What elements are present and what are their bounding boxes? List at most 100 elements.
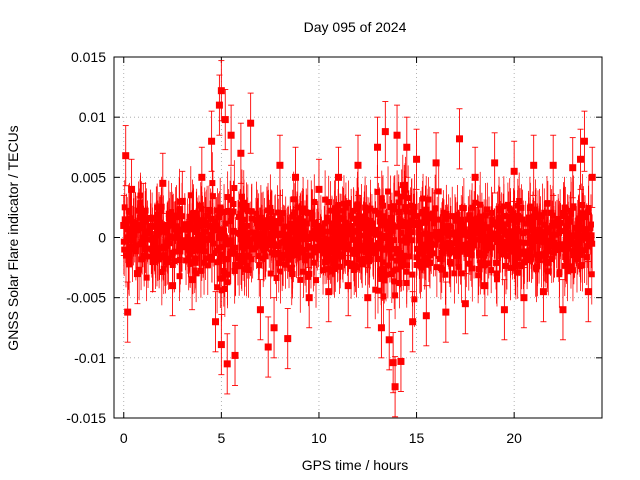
noise-point	[133, 242, 140, 249]
noise-point	[198, 205, 205, 212]
noise-point	[209, 180, 216, 187]
noise-point	[227, 218, 234, 225]
noise-point	[432, 241, 439, 248]
data-point	[539, 288, 547, 296]
data-point	[169, 282, 177, 290]
noise-point	[186, 241, 193, 248]
noise-point	[359, 261, 366, 268]
x-tick-label: 20	[506, 430, 522, 446]
noise-point	[579, 212, 586, 219]
noise-point	[419, 250, 426, 257]
noise-point	[400, 237, 407, 244]
noise-point	[538, 252, 545, 259]
noise-point	[290, 196, 297, 203]
noise-point	[333, 221, 340, 228]
noise-point	[469, 221, 476, 228]
data-point	[577, 155, 585, 163]
noise-point	[350, 236, 357, 243]
data-point	[391, 383, 399, 391]
noise-point	[132, 248, 139, 255]
noise-point	[442, 223, 449, 230]
noise-point	[218, 287, 225, 294]
data-point	[276, 161, 284, 169]
data-point	[217, 341, 225, 349]
noise-point	[564, 268, 571, 275]
noise-point	[172, 212, 179, 219]
noise-point	[375, 245, 382, 252]
noise-point	[362, 249, 369, 256]
noise-point	[199, 220, 206, 227]
noise-point	[462, 229, 469, 236]
noise-point	[430, 250, 437, 257]
data-point	[413, 155, 421, 163]
noise-point	[525, 217, 532, 224]
noise-point	[301, 228, 308, 235]
noise-point	[386, 237, 393, 244]
noise-point	[153, 214, 160, 221]
noise-point	[455, 244, 462, 251]
noise-point	[358, 214, 365, 221]
noise-point	[238, 252, 245, 259]
noise-point	[423, 219, 430, 226]
data-point	[481, 282, 489, 290]
noise-point	[385, 188, 392, 195]
noise-point	[136, 266, 143, 273]
noise-point	[244, 207, 251, 214]
noise-point	[472, 216, 479, 223]
noise-point	[408, 209, 415, 216]
noise-point	[588, 232, 595, 239]
noise-point	[398, 263, 405, 270]
noise-point	[548, 256, 555, 263]
data-point	[580, 137, 588, 145]
noise-point	[237, 201, 244, 208]
noise-point	[221, 208, 228, 215]
noise-point	[154, 211, 161, 218]
noise-point	[291, 209, 298, 216]
noise-point	[208, 215, 215, 222]
noise-point	[302, 246, 309, 253]
noise-point	[289, 271, 296, 278]
noise-point	[465, 229, 472, 236]
noise-point	[340, 200, 347, 207]
noise-point	[154, 249, 161, 256]
noise-point	[222, 234, 229, 241]
noise-point	[151, 235, 158, 242]
noise-point	[563, 246, 570, 253]
noise-point	[227, 250, 234, 257]
noise-point	[585, 209, 592, 216]
noise-point	[577, 234, 584, 241]
noise-point	[552, 231, 559, 238]
noise-point	[196, 247, 203, 254]
noise-point	[437, 264, 444, 271]
noise-point	[165, 210, 172, 217]
noise-point	[344, 231, 351, 238]
noise-point	[217, 275, 224, 282]
noise-point	[182, 244, 189, 251]
noise-point	[528, 239, 535, 246]
noise-point	[518, 204, 525, 211]
noise-point	[394, 250, 401, 257]
noise-point	[142, 216, 149, 223]
noise-point	[161, 245, 168, 252]
noise-point	[124, 234, 131, 241]
noise-point	[303, 220, 310, 227]
noise-point	[191, 267, 198, 274]
noise-point	[223, 256, 230, 263]
noise-point	[284, 234, 291, 241]
noise-point	[325, 242, 332, 249]
noise-point	[521, 259, 528, 266]
noise-point	[196, 231, 203, 238]
noise-point	[462, 242, 469, 249]
noise-point	[339, 241, 346, 248]
noise-point	[232, 263, 239, 270]
noise-point	[346, 223, 353, 230]
noise-point	[493, 259, 500, 266]
noise-point	[149, 215, 156, 222]
noise-point	[313, 235, 320, 242]
noise-point	[411, 296, 418, 303]
data-point	[409, 318, 417, 326]
noise-point	[290, 229, 297, 236]
data-point	[221, 116, 229, 124]
noise-point	[209, 253, 216, 260]
